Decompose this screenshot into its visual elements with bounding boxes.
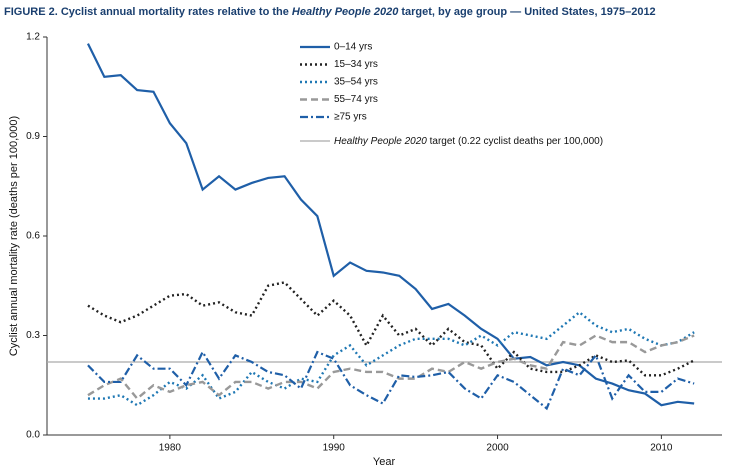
title-part: target, by age group — United States, 19… bbox=[398, 6, 655, 18]
series-line bbox=[86, 43, 695, 407]
y-tick-label: 0.3 bbox=[26, 330, 40, 341]
y-tick-label: 1.2 bbox=[26, 32, 40, 43]
y-tick-label: 0.0 bbox=[26, 430, 40, 441]
title-part: Healthy People 2020 bbox=[292, 6, 399, 18]
y-axis-label: Cyclist annual mortality rate (deaths pe… bbox=[8, 116, 20, 356]
y-tick-label: 0.6 bbox=[26, 231, 40, 242]
x-tick-label: 2000 bbox=[486, 443, 509, 454]
legend-label-part: target (0.22 cyclist deaths per 100,000) bbox=[427, 136, 603, 147]
legend-label-part: Healthy People 2020 bbox=[334, 136, 427, 147]
series-line bbox=[87, 349, 695, 411]
title-part: FIGURE 2. Cyclist annual mortality rates… bbox=[4, 6, 292, 18]
x-tick-label: 1980 bbox=[159, 443, 182, 454]
series-line bbox=[87, 281, 695, 377]
series-line bbox=[87, 334, 695, 401]
legend-label: 0–14 yrs bbox=[334, 42, 372, 53]
legend-label: 15–34 yrs bbox=[334, 59, 378, 70]
x-tick-label: 1990 bbox=[323, 443, 346, 454]
x-tick-label: 2010 bbox=[650, 443, 673, 454]
legend-label: 55–74 yrs bbox=[334, 94, 378, 105]
legend-label: 35–54 yrs bbox=[334, 77, 378, 88]
x-axis-label: Year bbox=[373, 456, 396, 468]
y-tick-label: 0.9 bbox=[26, 131, 40, 142]
series-line bbox=[87, 310, 695, 407]
legend-label: ≥75 yrs bbox=[334, 112, 367, 123]
legend-label: Healthy People 2020 target (0.22 cyclist… bbox=[334, 136, 603, 147]
chart-title: FIGURE 2. Cyclist annual mortality rates… bbox=[4, 6, 656, 18]
